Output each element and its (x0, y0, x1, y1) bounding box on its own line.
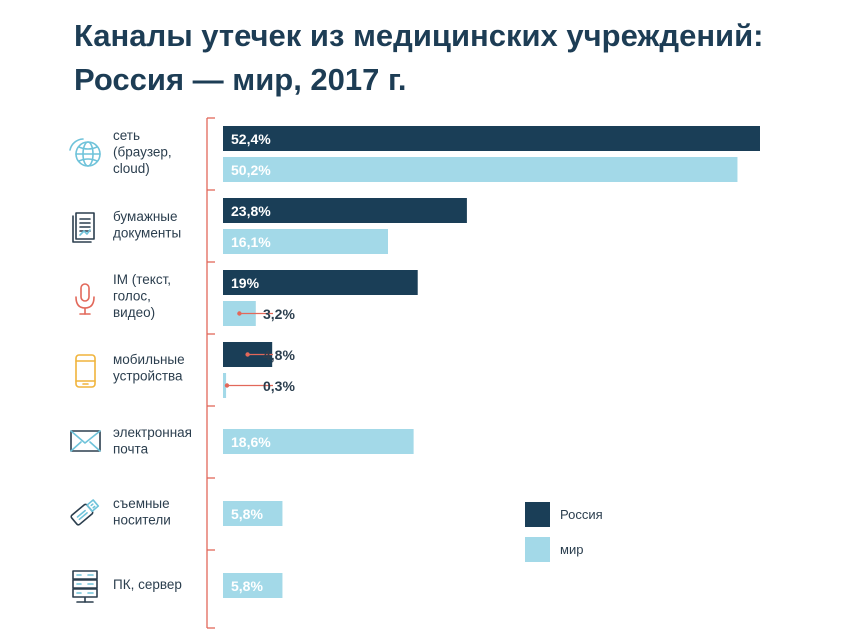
category-icons (69, 138, 101, 603)
bar (223, 157, 738, 182)
bar (223, 198, 467, 223)
data-label: 23,8% (231, 203, 271, 219)
category-label: ПК, сервер (113, 577, 182, 592)
category-axis (206, 117, 215, 629)
category-label-line: голос, (113, 289, 151, 304)
category-label-line: документы (113, 226, 181, 241)
usb-drive-icon (70, 499, 100, 526)
category-label-line: сеть (113, 128, 140, 143)
legend-label: Россия (560, 507, 603, 522)
bar (223, 373, 227, 398)
data-label: 0,3% (263, 378, 295, 394)
document-icon (72, 212, 95, 243)
category-label-line: ПК, сервер (113, 577, 182, 592)
category-label: съемные носители (113, 496, 171, 528)
bars: 52,4% 23,8% 19% 4,8% 50,2% 16,1% 3,2% 0,3% 18,6%… (223, 126, 760, 598)
bar (223, 429, 414, 454)
category-label-line: (браузер, (113, 145, 172, 160)
category-labels: сеть (браузер, cloud) бумажные документы IM (… (113, 128, 192, 592)
bar (223, 501, 283, 526)
category-label-line: IM (текст, (113, 272, 171, 287)
category-label-line: электронная (113, 425, 192, 440)
data-label: 3,2% (263, 306, 295, 322)
data-label: 50,2% (231, 162, 271, 178)
chart-title: Каналы утечек из медицинских учреждений:… (74, 14, 834, 102)
bar (223, 270, 418, 295)
data-label: 5,8% (231, 506, 263, 522)
category-label-line: cloud) (113, 161, 150, 176)
data-label: 19% (231, 275, 260, 291)
category-label-line: носители (113, 513, 171, 528)
chart-title-line-1: Каналы утечек из медицинских учреждений: (74, 18, 764, 53)
category-label: электронная почта (113, 425, 192, 457)
category-label-line: бумажные (113, 209, 178, 224)
data-label: 16,1% (231, 234, 271, 250)
smartphone-icon (75, 354, 96, 388)
category-label-line: почта (113, 442, 149, 457)
globe-icon (69, 138, 101, 167)
bar (223, 573, 283, 598)
data-label: 18,6% (231, 434, 271, 450)
server-icon (72, 570, 98, 603)
data-label: 4,8% (263, 347, 295, 363)
category-label: сеть (браузер, cloud) (113, 128, 172, 176)
bar (223, 229, 388, 254)
category-label-line: мобильные (113, 352, 185, 367)
data-label: 5,8% (231, 578, 263, 594)
microphone-icon (75, 283, 95, 315)
legend-swatch (525, 537, 550, 562)
bar (223, 126, 760, 151)
data-label: 52,4% (231, 131, 271, 147)
category-label: IM (текст, голос, видео) (113, 272, 171, 320)
category-label: бумажные документы (113, 209, 181, 241)
legend-label: мир (560, 542, 583, 557)
category-label: мобильные устройства (113, 352, 185, 384)
chart-title-line-2: Россия — мир, 2017 г. (74, 62, 407, 97)
category-label-line: съемные (113, 496, 170, 511)
envelope-icon (70, 430, 101, 452)
category-label-line: устройства (113, 369, 183, 384)
legend-swatch (525, 502, 550, 527)
legend: Россия мир (525, 502, 603, 562)
category-label-line: видео) (113, 305, 155, 320)
